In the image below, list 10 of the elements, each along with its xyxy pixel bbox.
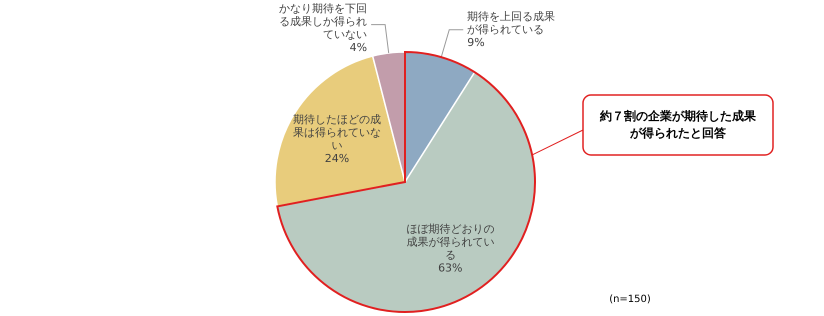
slice-label: かなり期待を下回る成果しか得られていない [279, 2, 368, 41]
slice-label: 期待を上回る成果が得られている [467, 10, 556, 36]
data-label: 63% [438, 262, 463, 275]
text: (n=150) [609, 294, 651, 305]
slice-label: 期待したほどの成果は得られていない [292, 112, 381, 152]
data-label: 24% [324, 152, 350, 165]
text: 約７割の企業が期待した成果が得られたと回答 [599, 109, 757, 140]
data-label: 9% [467, 36, 485, 50]
slice-label: ほぼ期待どおりの成果が得られている [406, 222, 494, 262]
data-label: 4% [350, 41, 368, 54]
